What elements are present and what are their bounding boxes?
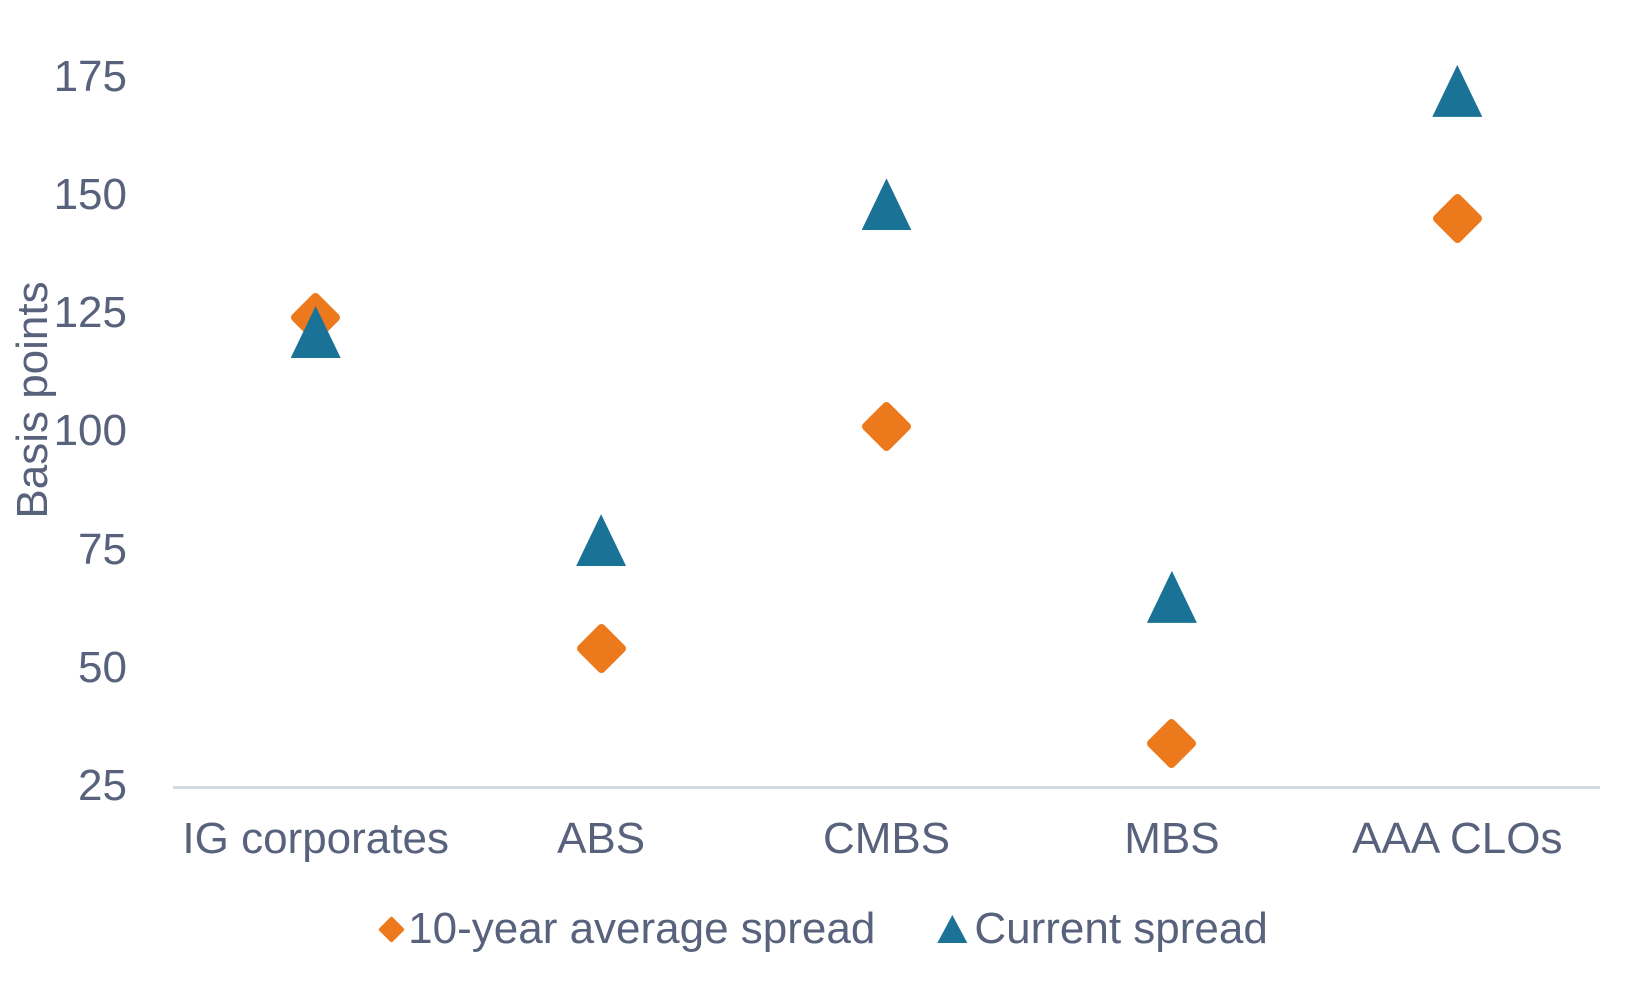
legend-item-current-spread: Current spread bbox=[937, 904, 1268, 954]
y-tick-label-125: 125 bbox=[53, 288, 127, 338]
diamond-marker-icon bbox=[378, 915, 406, 943]
y-tick-label-50: 50 bbox=[78, 642, 127, 692]
x-axis-line bbox=[173, 786, 1600, 789]
y-tick-label-25: 25 bbox=[78, 761, 127, 810]
y-tick-label-175: 175 bbox=[53, 51, 127, 101]
diamond-data-point bbox=[860, 400, 913, 453]
x-category-label-ig-corporates: IG corporates bbox=[182, 814, 449, 863]
x-category-label-mbs: MBS bbox=[1124, 814, 1220, 863]
y-tick-label-100: 100 bbox=[53, 406, 127, 456]
diamond-data-point bbox=[1431, 192, 1484, 245]
x-category-label-cmbs: CMBS bbox=[822, 814, 951, 863]
y-tick-label-75: 75 bbox=[78, 524, 127, 574]
x-category-label-aaa-clos: AAA CLOs bbox=[1352, 814, 1563, 863]
x-category-label-abs: ABS bbox=[557, 814, 646, 863]
legend: 10-year average spread Current spread bbox=[0, 900, 1650, 958]
triangle-data-point bbox=[576, 514, 627, 567]
legend-label: Current spread bbox=[974, 904, 1268, 953]
diamond-data-point bbox=[1145, 717, 1199, 770]
y-tick-label-150: 150 bbox=[53, 169, 127, 219]
diamond-data-point bbox=[574, 622, 628, 676]
legend-label: 10-year average spread bbox=[408, 904, 876, 953]
legend-item-10-year-average-spread: 10-year average spread bbox=[378, 904, 876, 954]
triangle-marker-icon bbox=[937, 915, 968, 943]
triangle-data-point bbox=[861, 178, 912, 231]
triangle-data-point bbox=[1146, 570, 1197, 623]
triangle-data-point bbox=[1432, 64, 1483, 117]
